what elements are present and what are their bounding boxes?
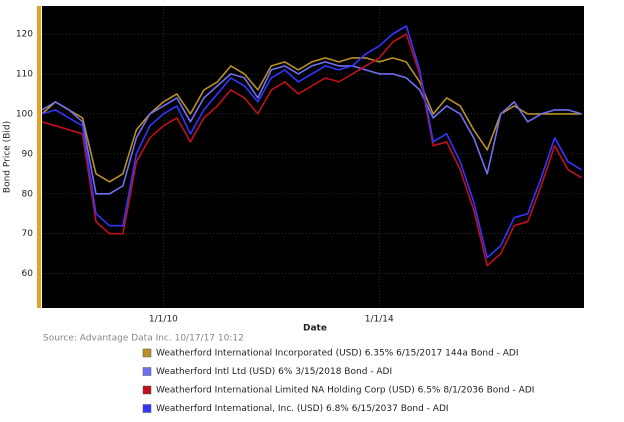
legend-swatch <box>142 367 152 376</box>
accent-bar <box>37 6 41 308</box>
legend-label: Weatherford International Incorporated (… <box>156 349 519 359</box>
y-tick-label: 110 <box>16 69 33 79</box>
y-tick-label: 100 <box>16 109 33 119</box>
y-tick-label: 70 <box>22 229 34 239</box>
x-tick-label: 1/1/14 <box>365 315 394 325</box>
plot-area <box>42 6 584 308</box>
legend-label: Weatherford Intl Ltd (USD) 6% 3/15/2018 … <box>156 367 392 377</box>
series-line <box>41 25 583 259</box>
y-tick-label: 120 <box>16 29 33 39</box>
legend-label: Weatherford International Limited NA Hol… <box>156 386 534 396</box>
legend-swatch <box>142 385 152 395</box>
x-tick-label: 1/1/10 <box>149 315 178 325</box>
x-axis-label: Date <box>303 324 327 334</box>
y-tick-label: 80 <box>22 189 34 199</box>
source-note: Source: Advantage Data Inc. 10/17/17 10:… <box>43 334 244 344</box>
legend-label: Weatherford International, Inc. (USD) 6.… <box>156 404 449 414</box>
series-line <box>41 61 582 195</box>
legend-swatch <box>142 404 152 413</box>
y-axis-label: Bond Price (Bid) <box>3 121 13 193</box>
y-tick-label: 60 <box>22 269 34 279</box>
series-line <box>41 57 582 183</box>
y-tick-label: 90 <box>22 149 34 159</box>
legend-swatch <box>142 348 152 358</box>
series-line <box>41 33 583 267</box>
